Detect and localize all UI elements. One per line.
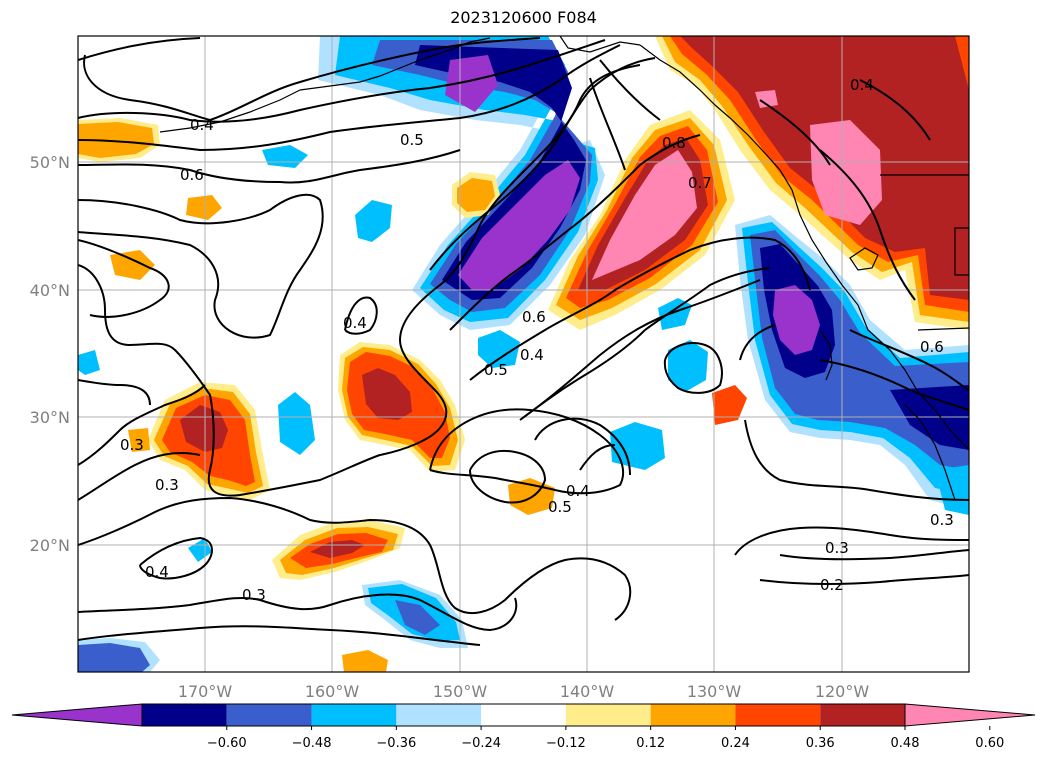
colorbar-tick-label: 0.36: [806, 736, 835, 751]
colorbar-tick-label: −0.36: [376, 736, 416, 751]
map-frame: [77, 35, 970, 673]
contours: [78, 37, 969, 646]
contour-label: 0.2: [820, 576, 844, 594]
contour-label: 0.4: [566, 482, 590, 500]
lon-label-140w: 140°W: [560, 682, 615, 701]
contour-label: 0.6: [522, 308, 546, 326]
lat-label-40n: 40°N: [30, 281, 70, 300]
contour-labels: 0.4 0.5 0.6 0.4 0.8 0.7 0.6 0.5 0.4 0.3 …: [120, 76, 954, 604]
contour-label: 0.4: [190, 116, 214, 134]
contour-label: 0.5: [400, 131, 424, 149]
contour-label: 0.5: [484, 361, 508, 379]
colorbar-tick-label: −0.24: [461, 736, 501, 751]
contour-label: 0.3: [930, 511, 954, 529]
contour-label: 0.3: [242, 586, 266, 604]
lat-label-20n: 20°N: [30, 536, 70, 555]
contour-label: 0.3: [825, 539, 849, 557]
contour-label: 0.3: [120, 436, 144, 454]
contour-label: 0.7: [688, 174, 712, 192]
lon-label-160w: 160°W: [305, 682, 360, 701]
colorbar: −0.60 −0.48 −0.36 −0.24 −0.12 0.12 0.24 0.36 0.4…: [11, 703, 1036, 751]
lon-label-120w: 120°W: [815, 682, 870, 701]
contour-label: 0.6: [180, 166, 204, 184]
colorbar-swatch: [481, 704, 566, 726]
contour-label: 0.3: [155, 476, 179, 494]
latitude-labels: 50°N 40°N 30°N 20°N: [30, 153, 70, 555]
lat-label-50n: 50°N: [30, 153, 70, 172]
map-title: 2023120600 F084: [450, 8, 597, 27]
contour-label: 0.5: [548, 498, 572, 516]
colorbar-swatch: [142, 704, 227, 726]
colorbar-swatch: [226, 704, 312, 726]
coastlines: [159, 36, 969, 501]
contour-label: 0.4: [520, 346, 544, 364]
colorbar-swatch: [311, 704, 397, 726]
colorbar-tick-label: 0.24: [721, 736, 750, 751]
colorbar-frame: [141, 703, 906, 727]
contour-label: 0.4: [850, 76, 874, 94]
colorbar-swatch: [650, 704, 736, 726]
lat-label-30n: 30°N: [30, 408, 70, 427]
lon-label-150w: 150°W: [433, 682, 488, 701]
map-plot-area: 0.4 0.5 0.6 0.4 0.8 0.7 0.6 0.5 0.4 0.3 …: [78, 36, 969, 672]
colorbar-swatch: [735, 704, 821, 726]
contour-label: 0.4: [145, 563, 169, 581]
colorbar-extend-high: [904, 703, 1036, 727]
colorbar-tick-label: 0.48: [891, 736, 920, 751]
colorbar-extend-low: [11, 703, 143, 727]
colorbar-swatch: [396, 704, 482, 726]
colorbar-tick-label: −0.60: [207, 736, 247, 751]
colorbar-tick-label: 0.12: [636, 736, 665, 751]
lon-label-130w: 130°W: [687, 682, 742, 701]
contour-label: 0.6: [920, 338, 944, 356]
colorbar-tick-label: −0.48: [292, 736, 332, 751]
colorbar-swatch: [820, 704, 905, 726]
contour-label: 0.8: [662, 134, 686, 152]
longitude-labels: 170°W 160°W 150°W 140°W 130°W 120°W: [178, 682, 870, 701]
lon-label-170w: 170°W: [178, 682, 233, 701]
contour-label: 0.4: [343, 314, 367, 332]
colorbar-swatch: [565, 704, 651, 726]
colorbar-tick-label: 0.60: [975, 736, 1004, 751]
colorbar-tick-label: −0.12: [546, 736, 586, 751]
